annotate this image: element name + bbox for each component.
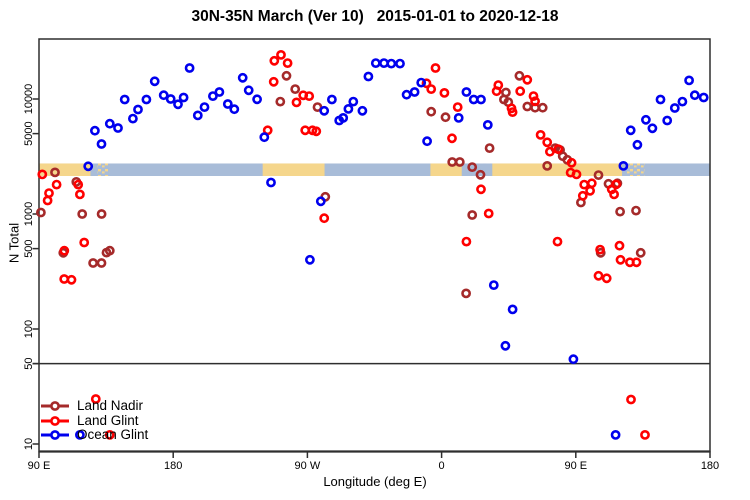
svg-text:5000: 5000 (23, 121, 35, 145)
legend-item-land-glint: Land Glint (40, 413, 148, 427)
x-axis-title: Longitude (deg E) (323, 474, 427, 489)
svg-text:180: 180 (164, 460, 182, 472)
legend-marker-land-glint-icon (41, 415, 69, 426)
svg-text:90 E: 90 E (564, 460, 587, 472)
chart-title: 30N-35N March (Ver 10) 2015-01-01 to 202… (191, 8, 559, 25)
svg-text:10: 10 (23, 438, 35, 450)
svg-text:180: 180 (701, 460, 719, 472)
legend-label: Land Glint (77, 412, 139, 428)
svg-text:50: 50 (23, 357, 35, 369)
legend-label: Ocean Glint (77, 426, 149, 442)
legend: Land Nadir Land Glint Ocean Glint (40, 399, 148, 442)
svg-text:90 W: 90 W (295, 460, 321, 472)
legend-label: Land Nadir (77, 398, 144, 414)
svg-text:10000: 10000 (23, 84, 35, 115)
legend-item-ocean-glint: Ocean Glint (40, 426, 149, 442)
legend-marker-land-nadir-icon (41, 401, 69, 412)
svg-text:1000: 1000 (23, 202, 35, 226)
legend-item-land-nadir: Land Nadir (40, 399, 148, 413)
svg-text:90 E: 90 E (28, 460, 51, 472)
svg-text:500: 500 (23, 239, 35, 257)
legend-marker-ocean-glint-icon (41, 430, 69, 440)
y-axis-title: N Total (6, 222, 22, 264)
svg-text:0: 0 (439, 460, 445, 472)
svg-text:100: 100 (23, 320, 35, 338)
